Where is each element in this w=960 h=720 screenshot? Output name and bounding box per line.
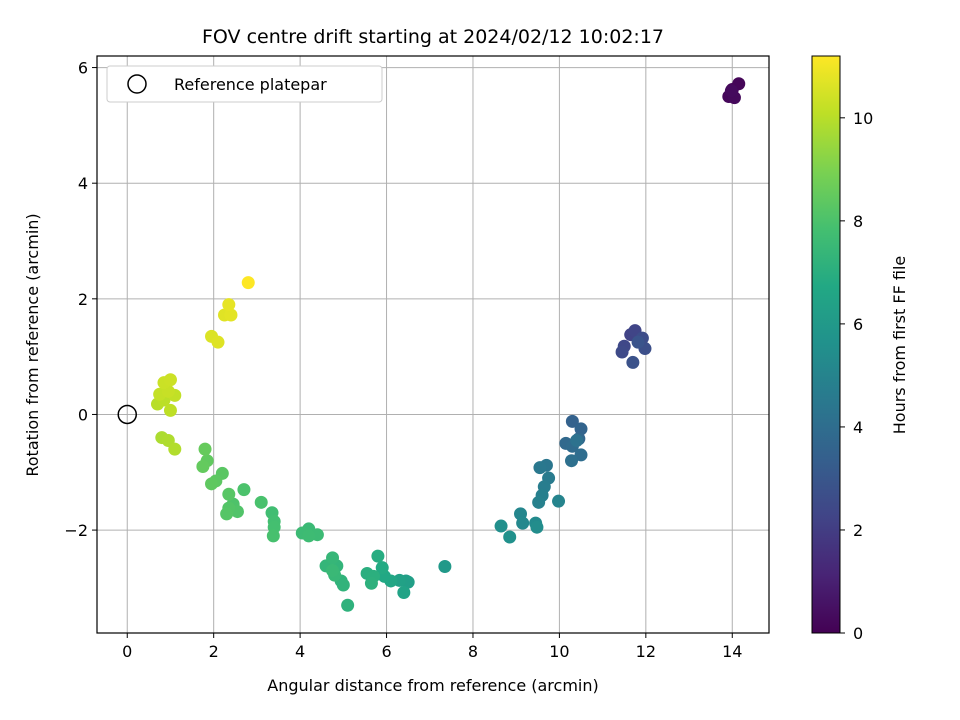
- data-point: [494, 519, 508, 533]
- data-point: [626, 355, 640, 369]
- x-axis-label: Angular distance from reference (arcmin): [267, 676, 598, 695]
- legend-marker: [127, 74, 147, 94]
- y-axis-ticks: −2 0 2 4 6: [64, 59, 97, 540]
- x-tick-label: 8: [468, 642, 478, 661]
- x-axis-ticks: 0 2 4 6 8 10 12 14: [122, 633, 742, 661]
- y-tick-label: 0: [78, 405, 88, 424]
- colorbar-tick-label: 0: [853, 624, 863, 643]
- data-point: [341, 598, 355, 612]
- data-point: [266, 529, 280, 543]
- legend-label: Reference platepar: [174, 75, 327, 94]
- data-point: [397, 586, 411, 600]
- colorbar-tick-label: 4: [853, 418, 863, 437]
- data-point: [198, 442, 212, 456]
- x-tick-label: 10: [549, 642, 569, 661]
- y-tick-label: −2: [64, 521, 88, 540]
- data-point: [224, 308, 238, 322]
- data-point: [302, 529, 316, 543]
- data-point: [364, 576, 378, 590]
- data-point: [220, 507, 234, 521]
- y-tick-label: 2: [78, 290, 88, 309]
- colorbar: 0 2 4 6 8 10 Hours from first FF file: [811, 55, 909, 643]
- data-point: [516, 516, 530, 530]
- x-tick-label: 14: [722, 642, 742, 661]
- data-point: [222, 298, 236, 312]
- y-tick-label: 6: [78, 59, 88, 78]
- data-point: [211, 335, 225, 349]
- colorbar-tick-label: 8: [853, 212, 863, 231]
- data-point: [371, 549, 385, 563]
- plot-frame: [96, 55, 770, 634]
- data-point: [326, 551, 340, 565]
- data-point: [163, 373, 177, 387]
- data-point: [570, 433, 584, 447]
- data-point: [724, 84, 738, 98]
- data-point: [574, 422, 588, 436]
- data-points: [151, 77, 746, 612]
- x-tick-label: 6: [381, 642, 391, 661]
- data-point: [565, 454, 579, 468]
- legend: Reference platepar: [106, 65, 383, 103]
- colorbar-tick-label: 2: [853, 521, 863, 540]
- x-tick-label: 2: [209, 642, 219, 661]
- data-point: [222, 487, 236, 501]
- x-tick-label: 12: [636, 642, 656, 661]
- reference-point: [117, 404, 138, 425]
- data-point: [565, 414, 579, 428]
- colorbar-ticks: 0 2 4 6 8 10: [840, 109, 873, 643]
- chart-title: FOV centre drift starting at 2024/02/12 …: [202, 26, 664, 48]
- data-point: [205, 477, 219, 491]
- data-point: [168, 442, 182, 456]
- y-tick-label: 4: [78, 174, 88, 193]
- data-point: [241, 276, 255, 290]
- data-point: [631, 335, 645, 349]
- x-tick-label: 4: [295, 642, 305, 661]
- grid: [97, 56, 769, 633]
- data-point: [533, 461, 547, 475]
- data-point: [552, 494, 566, 508]
- data-point: [532, 495, 546, 509]
- data-point: [237, 483, 251, 497]
- colorbar-tick-label: 10: [853, 109, 873, 128]
- data-point: [438, 560, 452, 574]
- colorbar-tick-label: 6: [853, 315, 863, 334]
- colorbar-label: Hours from first FF file: [890, 256, 909, 435]
- data-point: [530, 520, 544, 534]
- data-point: [574, 448, 588, 462]
- data-point: [163, 403, 177, 417]
- y-axis-label: Rotation from reference (arcmin): [23, 213, 42, 476]
- colorbar-gradient: [811, 55, 841, 634]
- data-point: [196, 459, 210, 473]
- x-tick-label: 0: [122, 642, 132, 661]
- data-point: [375, 561, 389, 575]
- data-point: [336, 578, 350, 592]
- data-point: [326, 564, 340, 578]
- data-point: [503, 530, 517, 544]
- legend-box: [106, 65, 383, 103]
- data-point: [615, 345, 629, 359]
- data-point: [254, 495, 268, 509]
